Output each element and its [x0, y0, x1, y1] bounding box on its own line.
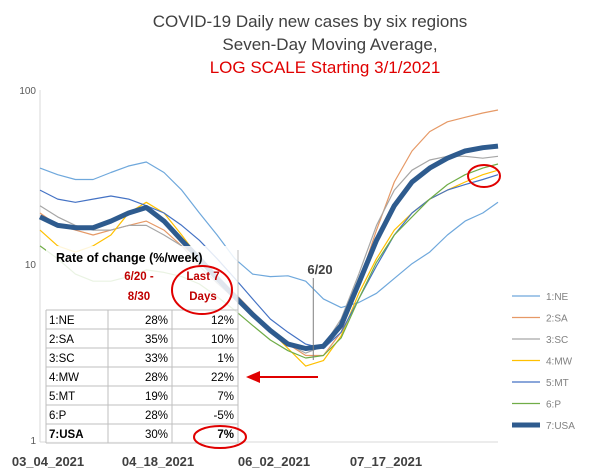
y-tick-label-1: 1 — [30, 436, 36, 447]
table-last7-mw: 22% — [211, 372, 234, 384]
table-last7-sa: 10% — [211, 334, 234, 346]
table-rows: 1:NE 28% 12% 2:SA 35% 10% 3:SC 33% 1% 4:MW 28% 22% 5… — [49, 315, 234, 441]
y-tick-label-10: 10 — [25, 260, 37, 271]
table-col1-header-line1: 6/20 - — [124, 271, 154, 283]
table-last7-p: -5% — [214, 410, 234, 422]
table-col1-header-line2: 8/30 — [128, 291, 150, 303]
legend-label-sc: 3:SC — [546, 335, 568, 346]
table-region-mt: 5:MT — [49, 391, 75, 403]
table-col2-header-line2: Days — [189, 291, 217, 303]
table-region-sc: 3:SC — [49, 353, 75, 365]
chart-title-line2: Seven-Day Moving Average, — [222, 35, 437, 54]
table-region-mw: 4:MW — [49, 372, 79, 384]
legend-label-usa: 7:USA — [546, 421, 575, 432]
red-arrow — [246, 371, 318, 383]
table-last7-mt: 7% — [217, 391, 234, 403]
table-6-20-8-30-p: 28% — [145, 410, 168, 422]
legend-label-sa: 2:SA — [546, 314, 568, 325]
table-6-20-8-30-mw: 28% — [145, 372, 168, 384]
rate-table: Rate of change (%/week) 6/20 - 8/30 Last… — [45, 246, 247, 449]
usa-last7-circle — [193, 425, 247, 449]
table-region-usa: 7:USA — [49, 429, 84, 441]
x-tick-label-2: 04_18_2021 — [122, 454, 194, 469]
annotation-label: 6/20 — [307, 262, 332, 277]
series-line-usa — [38, 143, 499, 351]
table-6-20-8-30-sc: 33% — [145, 353, 168, 365]
table-6-20-8-30-usa: 30% — [145, 429, 168, 441]
legend-label-mt: 5:MT — [546, 378, 569, 389]
table-6-20-8-30-mt: 19% — [145, 391, 168, 403]
legend-label-p: 6:P — [546, 400, 561, 411]
series-line-mt — [39, 174, 499, 350]
table-region-sa: 2:SA — [49, 334, 74, 346]
table-last7-usa: 7% — [217, 429, 234, 441]
series-layer — [38, 109, 499, 367]
legend-label-mw: 4:MW — [546, 357, 573, 368]
table-last7-ne: 12% — [211, 315, 234, 327]
table-6-20-8-30-ne: 28% — [145, 315, 168, 327]
table-grid — [45, 250, 239, 444]
x-tick-label-1: 03_04_2021 — [12, 454, 84, 469]
mw-end-circle — [467, 164, 501, 188]
table-region-p: 6:P — [49, 410, 67, 422]
x-tick-label-4: 07_17_2021 — [350, 454, 422, 469]
x-tick-label-3: 06_02_2021 — [238, 454, 310, 469]
legend-label-ne: 1:NE — [546, 292, 569, 303]
series-line-ne — [39, 161, 499, 309]
table-last7-sc: 1% — [217, 353, 234, 365]
col2-header-circle — [171, 265, 233, 315]
table-title: Rate of change (%/week) — [56, 251, 203, 265]
table-region-ne: 1:NE — [49, 315, 75, 327]
legend: 1:NE 2:SA 3:SC 4:MW 5:MT 6:P 7:USA — [512, 292, 575, 432]
table-col2-header-line1: Last 7 — [186, 271, 219, 283]
y-tick-label-100: 100 — [19, 86, 36, 97]
table-6-20-8-30-sa: 35% — [145, 334, 168, 346]
chart-title-line1: COVID-19 Daily new cases by six regions — [153, 12, 468, 31]
chart-subtitle: LOG SCALE Starting 3/1/2021 — [210, 58, 441, 77]
